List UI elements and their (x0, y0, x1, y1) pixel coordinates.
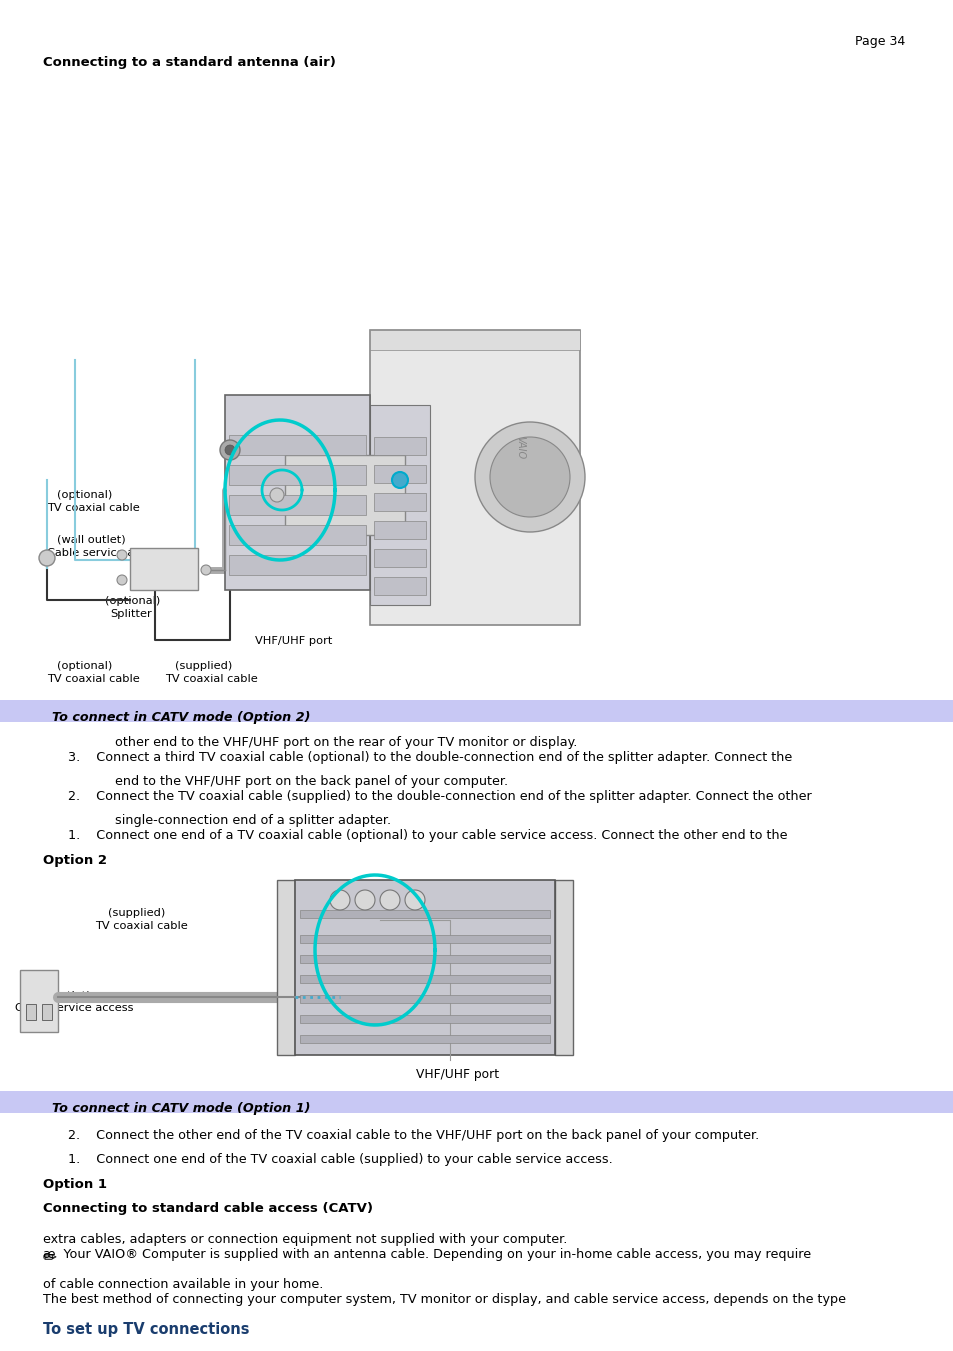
Text: (optional): (optional) (57, 661, 112, 671)
Circle shape (225, 444, 234, 455)
Bar (299, 955, 550, 963)
Circle shape (270, 488, 284, 503)
Text: VHF/UHF port: VHF/UHF port (416, 1069, 498, 1081)
Bar (374, 549, 426, 567)
Text: Connecting to a standard antenna (air): Connecting to a standard antenna (air) (43, 55, 335, 69)
Bar (374, 465, 426, 484)
Circle shape (117, 576, 127, 585)
Bar (0, 1092, 953, 1113)
Bar (42, 1004, 52, 1020)
Bar (370, 330, 579, 350)
Text: (supplied): (supplied) (108, 908, 165, 917)
Text: TV coaxial cable: TV coaxial cable (165, 674, 257, 684)
Text: 2.    Connect the other end of the TV coaxial cable to the VHF/UHF port on the b: 2. Connect the other end of the TV coaxi… (68, 1129, 759, 1142)
Text: Page 34: Page 34 (854, 35, 904, 49)
Circle shape (379, 890, 399, 911)
Text: To connect in CATV mode (Option 1): To connect in CATV mode (Option 1) (43, 1102, 310, 1115)
Bar (285, 455, 405, 535)
Text: VAIO: VAIO (515, 436, 524, 459)
Text: 1.    Connect one end of the TV coaxial cable (supplied) to your cable service a: 1. Connect one end of the TV coaxial cab… (68, 1152, 612, 1166)
Circle shape (117, 550, 127, 561)
Text: æ  Your VAIO® Computer is supplied with an antenna cable. Depending on your in-h: æ Your VAIO® Computer is supplied with a… (43, 1248, 810, 1260)
Text: To set up TV connections: To set up TV connections (43, 1323, 250, 1337)
Bar (299, 911, 550, 917)
Bar (225, 394, 370, 590)
Text: Option 2: Option 2 (43, 854, 107, 867)
Text: 1.    Connect one end of a TV coaxial cable (optional) to your cable service acc: 1. Connect one end of a TV coaxial cable… (68, 830, 786, 842)
Text: TV coaxial cable: TV coaxial cable (47, 674, 139, 684)
Text: (optional): (optional) (57, 490, 112, 500)
Circle shape (475, 422, 584, 532)
Bar (374, 577, 426, 594)
Bar (299, 975, 550, 984)
Text: TV coaxial cable: TV coaxial cable (47, 503, 139, 513)
Bar (229, 555, 366, 576)
Bar (370, 405, 430, 605)
Text: (optional): (optional) (105, 596, 160, 607)
Circle shape (39, 550, 55, 566)
Bar (0, 700, 953, 721)
Bar (276, 880, 294, 1055)
Bar (374, 521, 426, 539)
Bar (229, 494, 366, 515)
Bar (26, 1004, 36, 1020)
Circle shape (220, 440, 240, 459)
Bar (130, 549, 198, 590)
Text: 2.    Connect the TV coaxial cable (supplied) to the double-connection end of th: 2. Connect the TV coaxial cable (supplie… (68, 790, 811, 802)
Text: Cable service access: Cable service access (47, 549, 165, 558)
Bar (370, 330, 579, 626)
Text: VHF/UHF port: VHF/UHF port (254, 636, 332, 646)
Bar (374, 493, 426, 511)
Circle shape (355, 890, 375, 911)
Bar (20, 970, 58, 1032)
Text: (wall outlet): (wall outlet) (22, 990, 91, 1000)
Text: of cable connection available in your home.: of cable connection available in your ho… (43, 1278, 323, 1292)
Text: 3.    Connect a third TV coaxial cable (optional) to the double-connection end o: 3. Connect a third TV coaxial cable (opt… (68, 751, 791, 765)
Text: single-connection end of a splitter adapter.: single-connection end of a splitter adap… (83, 815, 391, 827)
Bar (299, 935, 550, 943)
Text: (supplied): (supplied) (174, 661, 232, 671)
Text: ✏: ✏ (43, 1248, 57, 1266)
Bar (374, 436, 426, 455)
Bar (299, 1015, 550, 1023)
Bar (229, 526, 366, 544)
Text: other end to the VHF/UHF port on the rear of your TV monitor or display.: other end to the VHF/UHF port on the rea… (83, 736, 577, 748)
Circle shape (392, 471, 408, 488)
Text: extra cables, adapters or connection equipment not supplied with your computer.: extra cables, adapters or connection equ… (43, 1233, 567, 1246)
Text: The best method of connecting your computer system, TV monitor or display, and c: The best method of connecting your compu… (43, 1293, 845, 1306)
Text: end to the VHF/UHF port on the back panel of your computer.: end to the VHF/UHF port on the back pane… (83, 775, 508, 788)
Bar (294, 880, 555, 1055)
Text: Cable service access: Cable service access (15, 1002, 133, 1013)
Text: TV coaxial cable: TV coaxial cable (95, 921, 188, 931)
Bar (555, 880, 573, 1055)
Text: VHF/UHF: VHF/UHF (248, 490, 298, 500)
Bar (229, 435, 366, 455)
Text: (wall outlet): (wall outlet) (57, 535, 126, 544)
Text: Option 1: Option 1 (43, 1178, 107, 1192)
Bar (299, 1035, 550, 1043)
Text: Connecting to standard cable access (CATV): Connecting to standard cable access (CAT… (43, 1202, 373, 1215)
Circle shape (201, 565, 211, 576)
Text: To connect in CATV mode (Option 2): To connect in CATV mode (Option 2) (43, 711, 310, 724)
Text: Splitter: Splitter (110, 609, 152, 619)
Circle shape (330, 890, 350, 911)
Bar (299, 994, 550, 1002)
Circle shape (405, 890, 424, 911)
Circle shape (490, 436, 569, 517)
Bar (229, 465, 366, 485)
